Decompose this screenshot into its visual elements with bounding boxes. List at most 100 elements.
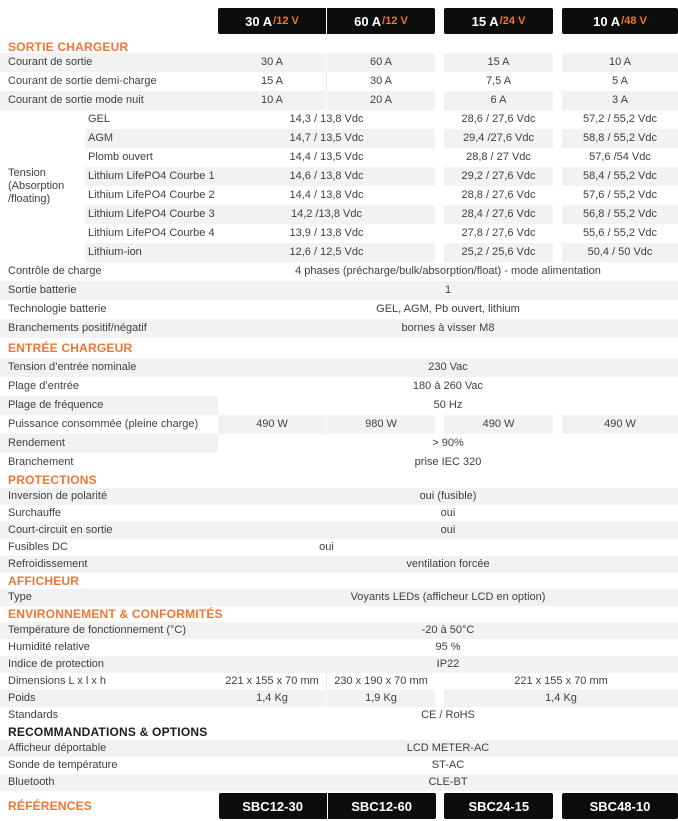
row-label: Branchement — [8, 456, 74, 468]
value-cell-48v: 55,6 / 55,2 Vdc — [583, 227, 657, 239]
table-row: Lithium LifePO4 Courbe 3 14,2 /13,8 Vdc 28… — [85, 205, 678, 224]
section-header: AFFICHEUR — [8, 574, 80, 588]
value-cell-24v: 29,4 /27,6 Vdc — [444, 129, 553, 148]
tension-group-label-line: /floating) — [8, 192, 51, 205]
row-label: Surchauffe — [8, 507, 62, 519]
column-gap — [553, 415, 562, 434]
references-row: RÉFÉRENCES SBC12-30 SBC12-60 SBC24-15 SBC48-… — [0, 793, 678, 819]
row-value-span: 230 Vac — [218, 358, 678, 377]
column-gap — [553, 110, 562, 129]
tension-rows: GEL 14,3 / 13,8 Vdc 28,6 / 27,6 Vdc 57,2 / … — [85, 110, 678, 262]
value-cell: 1,9 Kg — [327, 690, 435, 707]
row-label: Indice de protection — [0, 656, 218, 673]
row-label: Type — [0, 589, 218, 606]
column-gap — [435, 690, 444, 707]
table-row: Refroidissement ventilation forcée — [0, 556, 678, 573]
table-row: Contrôle de charge 4 phases (précharge/bu… — [0, 262, 678, 281]
reference-pill-sbc12-60: SBC12-60 — [351, 798, 412, 814]
table-row: Puissance consommée (pleine charge) 490 W… — [0, 415, 678, 434]
column-header-15a-24v-text: 15 A/24 V — [444, 8, 553, 34]
table-row: Lithium LifePO4 Courbe 1 14,6 / 13,8 Vdc 2… — [85, 167, 678, 186]
row-label: Plage de fréquence — [0, 396, 218, 415]
cell-divider — [326, 673, 327, 690]
column-gap — [553, 186, 562, 205]
table-row: AGM 14,7 / 13,5 Vdc 29,4 /27,6 Vdc 58,8 / 5… — [85, 129, 678, 148]
value-cell-24v: 27,8 / 27,6 Vdc — [461, 227, 536, 239]
table-row: Poids 1,4 Kg 1,9 Kg 1,4 Kg — [0, 690, 678, 707]
section-header: RECOMMANDATIONS & OPTIONS — [8, 725, 208, 739]
column-gap — [435, 148, 444, 167]
row-label: Puissance consommée (pleine charge) — [8, 418, 199, 430]
value-cell-48v: 58,8 / 55,2 Vdc — [562, 129, 678, 148]
row-label: Contrôle de charge — [8, 265, 102, 277]
table-row: Court-circuit en sortie oui — [0, 522, 678, 539]
value-cell: 15 A — [444, 53, 553, 72]
row-label: Inversion de polarité — [0, 488, 218, 505]
value-cell: 490 W — [218, 415, 326, 434]
table-row: Température de fonctionnement (°C) -20 à … — [0, 622, 678, 639]
column-gap — [553, 224, 562, 243]
table-row: Type Voyants LEDs (afficheur LCD en optio… — [0, 589, 678, 606]
row-value-span: LCD METER-AC — [218, 740, 678, 757]
row-value-span: 180 à 260 Vac — [412, 380, 484, 392]
table-row: Sonde de température ST-AC — [0, 757, 678, 774]
tension-group-label-line: (Absorption — [8, 179, 65, 192]
table-row: Courant de sortie mode nuit 10 A 20 A 6 A 3 … — [0, 91, 678, 110]
value-cell-24v: 28,6 / 27,6 Vdc — [461, 113, 536, 125]
row-label: Courant de sortie — [0, 53, 218, 72]
row-value-12v-span: oui — [319, 541, 334, 553]
reference-pill-sbc24-15-text: SBC24-15 — [468, 798, 530, 814]
value-cell-24v: 28,4 / 27,6 Vdc — [444, 205, 553, 224]
value-cell: 1,4 Kg — [218, 690, 326, 707]
row-sublabel: AGM — [85, 129, 218, 148]
column-gap — [435, 224, 444, 243]
value-cell: 60 A — [327, 53, 435, 72]
table-row: Rendement > 90% — [0, 434, 678, 453]
cell-divider — [326, 72, 327, 91]
row-value-span: prise IEC 320 — [414, 456, 482, 468]
value-cell-24v: 29,2 / 27,6 Vdc — [444, 167, 553, 186]
row-empty-area — [435, 539, 678, 556]
row-value-span: ST-AC — [431, 759, 465, 771]
value-cell: 10 A — [562, 53, 678, 72]
table-row: Courant de sortie 30 A 60 A 15 A 10 A — [0, 53, 678, 72]
column-gap — [435, 53, 444, 72]
table-row: Standards CE / RoHS — [0, 707, 678, 724]
column-current: 30 A — [245, 13, 273, 29]
row-label: Température de fonctionnement (°C) — [0, 622, 218, 639]
row-value-span: > 90% — [432, 437, 464, 449]
table-row: Sortie batterie 1 — [0, 281, 678, 300]
value-cell-12v: 13,9 / 13,8 Vdc — [289, 227, 364, 239]
row-label: Court-circuit en sortie — [0, 522, 218, 539]
row-label: Sonde de température — [8, 759, 118, 771]
value-cell-12v: 14,3 / 13,8 Vdc — [289, 113, 364, 125]
tension-group: Tension (Absorption/floating) GEL 14,3 / 13… — [0, 110, 678, 262]
value-cell: 20 A — [327, 91, 435, 110]
cell-divider — [326, 53, 327, 72]
table-row: Plage de fréquence 50 Hz — [0, 396, 678, 415]
row-label: Courant de sortie demi-charge — [8, 75, 157, 87]
value-cell-48v: 57,2 / 55,2 Vdc — [583, 113, 657, 125]
row-value-span: IP22 — [218, 656, 678, 673]
cell-divider — [326, 690, 327, 707]
row-label: Technologie batterie — [8, 303, 107, 315]
row-value-span: oui — [440, 507, 456, 519]
value-cell-24v: 25,2 / 25,6 Vdc — [444, 243, 553, 262]
value-cell-merged: 1,4 Kg — [444, 690, 678, 707]
row-value-span: CE / RoHS — [421, 709, 475, 721]
table-row: Courant de sortie demi-charge 15 A 30 A 7,5… — [0, 72, 678, 91]
value-cell-48v: 57,6 /54 Vdc — [589, 151, 651, 163]
pill-divider — [326, 8, 327, 34]
column-gap — [553, 129, 562, 148]
row-value-span: -20 à 50°C — [218, 622, 678, 639]
row-sublabel: Plomb ouvert — [88, 151, 153, 163]
value-cell-48v: 50,4 / 50 Vdc — [562, 243, 678, 262]
value-cell: 490 W — [562, 415, 678, 434]
section-header: PROTECTIONS — [8, 473, 97, 487]
row-value-span: bornes à visser M8 — [218, 319, 678, 338]
row-sublabel: Lithium LifePO4 Courbe 3 — [85, 205, 218, 224]
row-label: Standards — [8, 709, 59, 721]
section-header: SORTIE CHARGEUR — [8, 39, 129, 54]
table-row: GEL 14,3 / 13,8 Vdc 28,6 / 27,6 Vdc 57,2 / … — [85, 110, 678, 129]
